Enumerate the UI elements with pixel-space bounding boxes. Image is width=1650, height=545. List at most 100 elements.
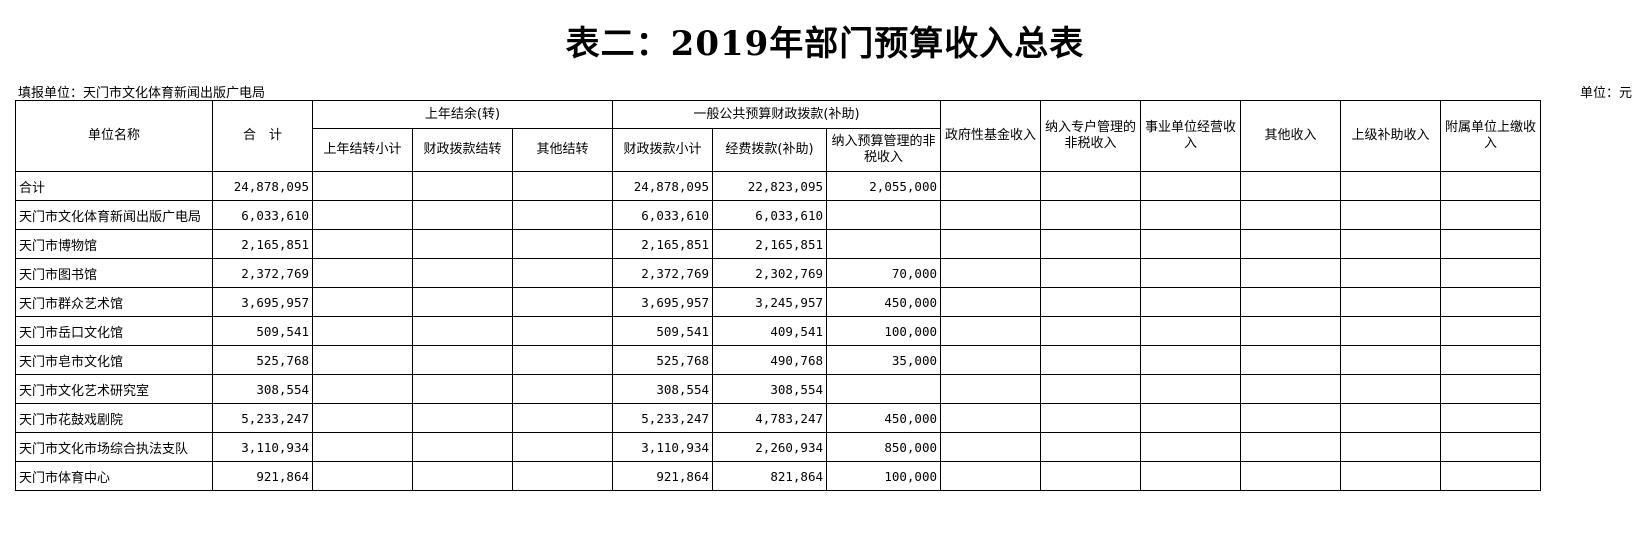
value-cell	[1340, 374, 1441, 404]
value-cell: 308,554	[212, 374, 313, 404]
value-cell	[1140, 287, 1241, 317]
value-cell: 409,541	[712, 316, 827, 346]
header-carryover-fiscal: 财政拨款结转	[412, 128, 513, 172]
value-cell	[412, 258, 513, 288]
header-general-nontax: 纳入预算管理的非税收入	[826, 128, 941, 172]
value-cell: 450,000	[826, 287, 941, 317]
value-cell	[512, 403, 613, 433]
value-cell: 3,110,934	[612, 432, 713, 462]
value-cell	[412, 200, 513, 230]
value-cell	[1140, 374, 1241, 404]
value-cell	[512, 258, 613, 288]
value-cell	[1140, 171, 1241, 201]
value-cell: 850,000	[826, 432, 941, 462]
value-cell: 2,302,769	[712, 258, 827, 288]
value-cell	[1240, 287, 1341, 317]
value-cell	[1440, 345, 1541, 375]
value-cell	[1440, 403, 1541, 433]
header-carryover-other: 其他结转	[512, 128, 613, 172]
value-cell	[1240, 171, 1341, 201]
table-body: 合计 24,878,095 24,878,095 22,823,095 2,055,00…	[15, 171, 1541, 491]
unit-name-cell: 天门市文化市场综合执法支队	[15, 432, 213, 462]
value-cell	[1240, 258, 1341, 288]
header-affiliated-income: 附属单位上缴收入	[1440, 100, 1541, 172]
table-row: 天门市花鼓戏剧院 5,233,247 5,233,247 4,783,247 450,0…	[15, 403, 1541, 433]
value-cell	[1340, 200, 1441, 230]
value-cell: 6,033,610	[212, 200, 313, 230]
value-cell	[512, 432, 613, 462]
value-cell: 3,695,957	[612, 287, 713, 317]
value-cell: 2,165,851	[212, 229, 313, 259]
value-cell: 3,695,957	[212, 287, 313, 317]
value-cell	[1440, 461, 1541, 491]
value-cell	[512, 200, 613, 230]
value-cell: 308,554	[712, 374, 827, 404]
value-cell	[1440, 229, 1541, 259]
value-cell	[1040, 200, 1141, 230]
value-cell	[940, 171, 1041, 201]
unit-name-cell: 天门市图书馆	[15, 258, 213, 288]
value-cell	[1040, 432, 1141, 462]
unit-name-cell: 天门市群众艺术馆	[15, 287, 213, 317]
unit-name-cell: 天门市博物馆	[15, 229, 213, 259]
value-cell	[1340, 258, 1441, 288]
value-cell	[940, 345, 1041, 375]
value-cell: 35,000	[826, 345, 941, 375]
value-cell	[1240, 461, 1341, 491]
header-general-budget: 一般公共预算财政拨款(补助)	[612, 100, 941, 129]
unit-name-cell: 天门市皂市文化馆	[15, 345, 213, 375]
value-cell: 509,541	[212, 316, 313, 346]
value-cell	[1140, 258, 1241, 288]
value-cell	[1440, 287, 1541, 317]
value-cell	[1040, 229, 1141, 259]
page-title: 表二：2019年部门预算收入总表	[565, 24, 1085, 64]
value-cell: 4,783,247	[712, 403, 827, 433]
header-total: 合 计	[212, 100, 313, 172]
value-cell	[412, 403, 513, 433]
value-cell	[1140, 432, 1241, 462]
value-cell	[1340, 432, 1441, 462]
value-cell: 450,000	[826, 403, 941, 433]
value-cell	[1140, 229, 1241, 259]
value-cell	[512, 287, 613, 317]
table-row: 天门市岳口文化馆 509,541 509,541 409,541 100,000	[15, 316, 1541, 346]
value-cell	[1240, 200, 1341, 230]
value-cell	[1040, 316, 1141, 346]
value-cell	[940, 316, 1041, 346]
header-special-account: 纳入专户管理的非税收入	[1040, 100, 1141, 172]
value-cell	[312, 461, 413, 491]
table-row: 天门市群众艺术馆 3,695,957 3,695,957 3,245,957 450,0…	[15, 287, 1541, 317]
value-cell	[1440, 200, 1541, 230]
table-row: 合计 24,878,095 24,878,095 22,823,095 2,055,00…	[15, 171, 1541, 201]
value-cell	[1440, 258, 1541, 288]
header-other-income: 其他收入	[1240, 100, 1341, 172]
unit-name-cell: 天门市文化体育新闻出版广电局	[15, 200, 213, 230]
value-cell	[1040, 374, 1141, 404]
table-row: 天门市博物馆 2,165,851 2,165,851 2,165,851	[15, 229, 1541, 259]
value-cell	[412, 316, 513, 346]
value-cell	[1140, 316, 1241, 346]
value-cell	[1340, 461, 1441, 491]
value-cell: 490,768	[712, 345, 827, 375]
value-cell: 2,055,000	[826, 171, 941, 201]
value-cell	[1240, 432, 1341, 462]
value-cell	[1140, 200, 1241, 230]
value-cell	[412, 229, 513, 259]
value-cell	[412, 374, 513, 404]
value-cell: 921,864	[212, 461, 313, 491]
unit-name-cell: 天门市文化艺术研究室	[15, 374, 213, 404]
table-row: 天门市图书馆 2,372,769 2,372,769 2,302,769 70,000	[15, 258, 1541, 288]
value-cell	[1140, 403, 1241, 433]
value-cell: 100,000	[826, 461, 941, 491]
value-cell: 24,878,095	[212, 171, 313, 201]
value-cell	[312, 171, 413, 201]
value-cell	[412, 432, 513, 462]
value-cell	[826, 229, 941, 259]
unit-name-cell: 天门市体育中心	[15, 461, 213, 491]
value-cell	[1340, 403, 1441, 433]
value-cell	[412, 171, 513, 201]
value-cell	[1440, 316, 1541, 346]
unit-name-cell: 天门市岳口文化馆	[15, 316, 213, 346]
value-cell	[1240, 229, 1341, 259]
value-cell	[412, 287, 513, 317]
